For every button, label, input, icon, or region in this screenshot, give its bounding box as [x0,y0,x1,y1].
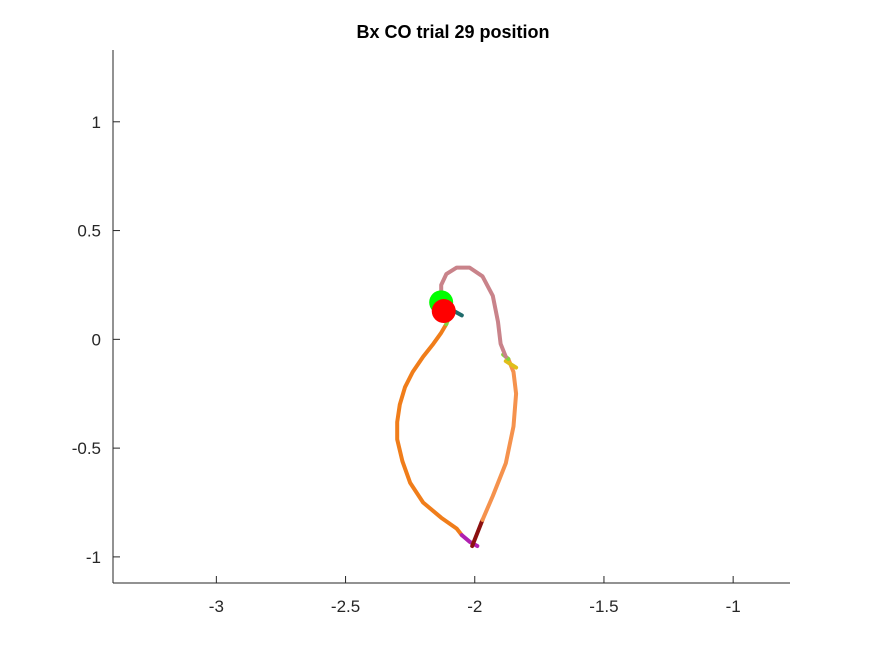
red-position-marker [431,299,456,324]
trajectory-segment [480,356,519,522]
trajectory-segment [470,517,485,548]
y-tick-label: -1 [86,548,101,567]
chart-title: Bx CO trial 29 position [356,22,549,42]
trajectory-segment [439,265,508,359]
trajectory-segment [503,359,519,370]
x-tick-label: -3 [209,597,224,616]
x-tick-label: -2 [467,597,482,616]
x-tick-label: -2.5 [331,597,360,616]
y-tick-label: 1 [92,113,101,132]
trajectory-traces [395,265,519,548]
y-tick-label: 0.5 [77,222,101,241]
x-tick-label: -1 [726,597,741,616]
position-markers [429,290,456,324]
trajectory-segment [395,322,464,538]
axes: -3 -2.5 -2 -1.5 -1 -1 -0.5 0 0.5 1 [72,50,790,616]
y-tick-label: 0 [92,330,101,349]
y-tick-label: -0.5 [72,439,101,458]
x-tick-label: -1.5 [589,597,618,616]
